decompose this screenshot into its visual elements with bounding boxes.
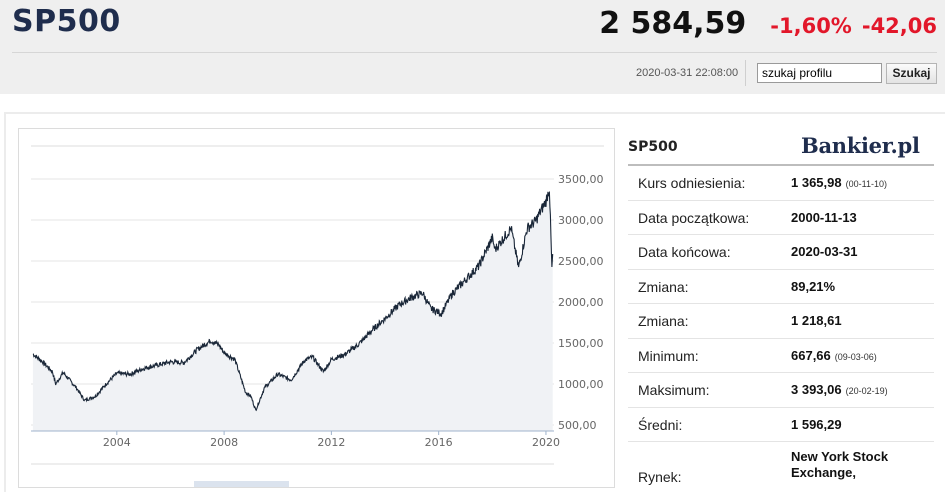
stat-value: 1 218,61: [791, 313, 842, 328]
stat-value: 2020-03-31: [791, 244, 858, 259]
y-tick-label: 3000,00: [558, 214, 604, 227]
content-frame: [4, 112, 945, 492]
stat-value: 1 596,29: [791, 416, 842, 432]
stat-label: Minimum:: [638, 347, 699, 364]
stat-row: Data początkowa: 2000-11-13: [628, 201, 934, 235]
stat-label: Zmiana:: [638, 278, 689, 295]
quote-header: SP500 2 584,59 -1,60% -42,06 2020-03-31 …: [0, 0, 945, 94]
panel-divider: [628, 164, 934, 166]
change-absolute: -42,06: [861, 14, 937, 38]
price-line: [32, 190, 554, 412]
last-price: 2 584,59: [599, 6, 747, 41]
y-tick-label: 1500,00: [558, 337, 604, 350]
stat-label: Data początkowa:: [638, 209, 750, 226]
stats-table: Kurs odniesienia: 1 365,98 (00-11-10) Data…: [628, 166, 934, 502]
stat-label: Zmiana:: [638, 313, 689, 329]
stat-row: Data końcowa: 2020-03-31: [628, 235, 934, 270]
chart-svg: 3500,00 3000,00 2500,00 2000,00 1500,00 1000,…: [31, 145, 604, 487]
y-tick-label: 1000,00: [558, 378, 604, 391]
stat-row: Maksimum: 3 393,06 (20-02-19): [628, 373, 934, 408]
stat-value: 667,66 (09-03-06): [791, 347, 877, 363]
search-button[interactable]: Szukaj: [886, 63, 937, 84]
y-tick-label: 3500,00: [558, 173, 604, 186]
stat-label: Data końcowa:: [638, 244, 731, 260]
stat-value: 1 365,98 (00-11-10): [791, 175, 887, 190]
quote-summary: 2 584,59 -1,60% -42,06: [599, 6, 937, 41]
profile-search-input[interactable]: [757, 63, 882, 83]
price-area: [32, 191, 553, 431]
ticker-symbol: SP500: [12, 4, 121, 39]
stat-label: Kurs odniesienia:: [638, 175, 746, 191]
x-tick-label: 2016: [425, 436, 453, 449]
stat-row: Zmiana: 1 218,61: [628, 304, 934, 339]
panel-title: SP500: [628, 139, 678, 155]
quote-timestamp: 2020-03-31 22:08:00: [636, 67, 739, 79]
change-percent: -1,60%: [770, 14, 852, 38]
stat-value: 89,21%: [791, 278, 836, 294]
x-tick-label: 2020: [532, 436, 560, 449]
x-tick-label: 2012: [317, 436, 345, 449]
y-tick-label: 2000,00: [558, 296, 604, 309]
y-tick-label: 2500,00: [558, 255, 604, 268]
stat-label: Średni:: [638, 416, 683, 433]
stat-value: 2000-11-13: [791, 209, 857, 225]
stat-row: Kurs odniesienia: 1 365,98 (00-11-10): [628, 166, 934, 201]
stat-value: New York Stock Exchange,: [791, 449, 889, 480]
bankier-logo[interactable]: Bankier.pl: [801, 133, 920, 158]
y-tick-label: 500,00: [558, 419, 597, 432]
stat-row: Minimum: 667,66 (09-03-06): [628, 339, 934, 373]
price-chart[interactable]: 3500,00 3000,00 2500,00 2000,00 1500,00 1000,…: [18, 128, 615, 488]
x-tick-label: 2004: [103, 436, 131, 449]
stat-row: Rynek: New York Stock Exchange,: [628, 442, 934, 502]
stat-label: Maksimum:: [638, 382, 710, 398]
x-tick-label: 2008: [210, 436, 238, 449]
stat-row: Średni: 1 596,29: [628, 408, 934, 442]
navigator-handle: [194, 481, 289, 487]
stat-row: Zmiana: 89,21%: [628, 270, 934, 304]
toolbar-divider: [745, 60, 746, 86]
stat-value: 3 393,06 (20-02-19): [791, 382, 888, 397]
header-divider: [12, 52, 937, 53]
stat-label: Rynek:: [638, 469, 682, 485]
